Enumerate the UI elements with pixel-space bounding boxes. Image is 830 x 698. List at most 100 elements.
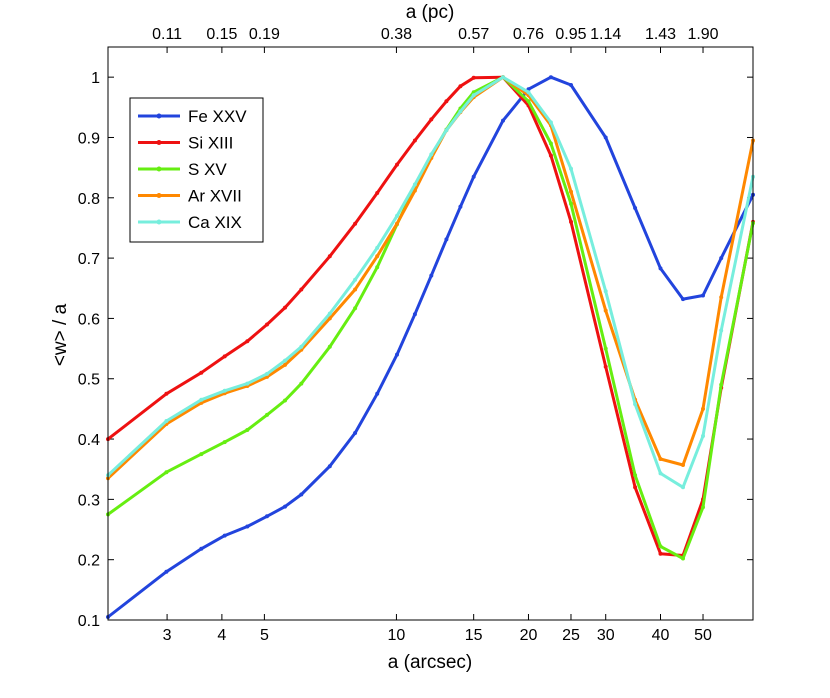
data-point-fe-xxv xyxy=(548,75,553,80)
data-point-ar-xvii xyxy=(283,362,287,367)
data-point-ar-xvii xyxy=(681,463,685,467)
data-point-s-xv xyxy=(701,505,705,510)
data-point-fe-xxv xyxy=(429,273,434,278)
data-point-s-xv xyxy=(222,440,227,445)
data-point-si-xiii xyxy=(633,485,638,490)
data-point-ca-xix xyxy=(444,128,449,133)
data-point-ca-xix xyxy=(548,120,553,125)
data-point-ca-xix xyxy=(526,90,531,95)
data-point-ca-xix xyxy=(681,485,685,490)
legend-marker xyxy=(156,140,162,145)
x-tick-label: 4 xyxy=(217,627,226,644)
data-point-s-xv xyxy=(658,544,663,549)
data-point-ca-xix xyxy=(327,311,332,316)
data-point-s-xv xyxy=(719,382,724,387)
data-point-fe-xxv xyxy=(164,569,169,574)
data-point-fe-xxv xyxy=(327,464,332,469)
top-x-tick-labels: 0.11 0.15 0.19 0.38 0.57 0.76 0.95 1.14 1.43 1.90 xyxy=(152,26,719,43)
x-tick-label: 25 xyxy=(562,627,580,644)
x-tick-label: 3 xyxy=(163,627,172,644)
data-point-si-xiii xyxy=(299,287,304,292)
data-point-ar-xvii xyxy=(603,308,608,313)
data-point-si-xiii xyxy=(412,138,417,143)
x-tick-label: 40 xyxy=(652,627,670,644)
top-x-tick-label: 0.11 xyxy=(152,26,182,43)
legend-item-s-xv: S XV xyxy=(138,160,227,179)
data-point-ca-xix xyxy=(658,471,663,476)
data-point-fe-xxv xyxy=(458,204,463,209)
data-point-s-xv xyxy=(526,99,531,104)
data-point-ca-xix xyxy=(353,277,358,282)
data-point-si-xiii xyxy=(353,221,358,226)
data-point-ar-xvii xyxy=(658,457,663,461)
data-point-s-xv xyxy=(164,470,169,475)
data-point-si-xiii xyxy=(429,117,434,122)
y-tick-label: 0.2 xyxy=(78,553,100,570)
data-point-fe-xxv xyxy=(299,492,304,497)
data-point-ca-xix xyxy=(265,371,269,376)
data-point-ca-xix xyxy=(701,434,705,438)
data-point-fe-xxv xyxy=(501,118,505,123)
data-point-s-xv xyxy=(265,412,269,417)
data-point-fe-xxv xyxy=(199,546,204,551)
legend-label: Ar XVII xyxy=(188,187,242,206)
data-point-ca-xix xyxy=(429,152,434,157)
data-point-ca-xix xyxy=(412,182,417,187)
data-point-fe-xxv xyxy=(412,312,417,317)
top-x-tick-label: 0.15 xyxy=(206,26,237,43)
top-x-tick-label: 0.57 xyxy=(458,26,489,43)
data-point-fe-xxv xyxy=(222,533,227,538)
x-axis-title: a (arcsec) xyxy=(388,652,472,673)
data-point-s-xv xyxy=(569,201,573,206)
data-point-fe-xxv xyxy=(265,514,269,519)
data-point-ca-xix xyxy=(569,166,573,171)
data-point-ar-xvii xyxy=(395,221,399,226)
series-line-fe-xxv xyxy=(107,75,755,619)
data-point-fe-xxv xyxy=(395,352,399,357)
data-point-ca-xix xyxy=(283,358,287,363)
data-point-s-xv xyxy=(283,398,287,403)
data-point-ca-xix xyxy=(164,419,169,423)
data-point-s-xv xyxy=(633,473,638,478)
data-point-si-xiii xyxy=(199,370,204,375)
data-point-fe-xxv xyxy=(719,256,724,261)
data-point-ca-xix xyxy=(471,93,476,98)
data-point-s-xv xyxy=(375,265,380,270)
top-x-tick-label: 0.76 xyxy=(513,26,544,43)
data-point-ar-xvii xyxy=(719,295,724,300)
legend-label: S XV xyxy=(188,160,227,179)
legend-label: Ca XIX xyxy=(188,213,242,232)
top-x-tick-label: 0.19 xyxy=(249,26,280,43)
y-tick-label: 0.9 xyxy=(78,130,100,147)
legend-item-si-xiii: Si XIII xyxy=(138,134,233,153)
legend-marker xyxy=(156,166,162,172)
data-point-si-xiii xyxy=(265,322,269,327)
data-point-fe-xxv xyxy=(701,293,705,298)
y-tick-label: 0.3 xyxy=(78,492,100,509)
series-line-ca-xix xyxy=(106,75,755,489)
legend-item-fe-xxv: Fe XXV xyxy=(138,107,247,126)
plot-frame xyxy=(107,46,754,621)
data-point-ar-xvii xyxy=(375,254,380,259)
data-point-ca-xix xyxy=(375,245,380,250)
y-tick-labels: 0.1 0.2 0.3 0.4 0.5 0.6 0.7 0.8 0.9 1 xyxy=(78,70,100,630)
series-line-si-xiii xyxy=(107,75,755,557)
y-axis-title: <w> / a xyxy=(50,303,71,366)
data-point-s-xv xyxy=(548,141,553,146)
data-point-ca-xix xyxy=(633,402,638,407)
data-point-fe-xxv xyxy=(681,297,685,302)
data-point-si-xiii xyxy=(603,364,608,369)
data-point-si-xiii xyxy=(327,254,332,259)
legend: Fe XXV Si XIII S XV Ar XVII Ca XIX xyxy=(129,97,264,243)
data-point-s-xv xyxy=(603,346,608,351)
top-x-tick-label: 0.95 xyxy=(555,26,586,43)
y-tick-label: 1 xyxy=(91,70,100,87)
data-point-si-xiii xyxy=(395,162,399,167)
data-point-s-xv xyxy=(353,306,358,311)
x-tick-labels: 3 4 5 10 15 20 25 30 40 50 xyxy=(163,627,712,644)
legend-marker xyxy=(156,219,162,225)
x-tick-label: 10 xyxy=(388,627,406,644)
data-point-ca-xix xyxy=(245,381,250,386)
legend-item-ca-xix: Ca XIX xyxy=(138,213,242,232)
